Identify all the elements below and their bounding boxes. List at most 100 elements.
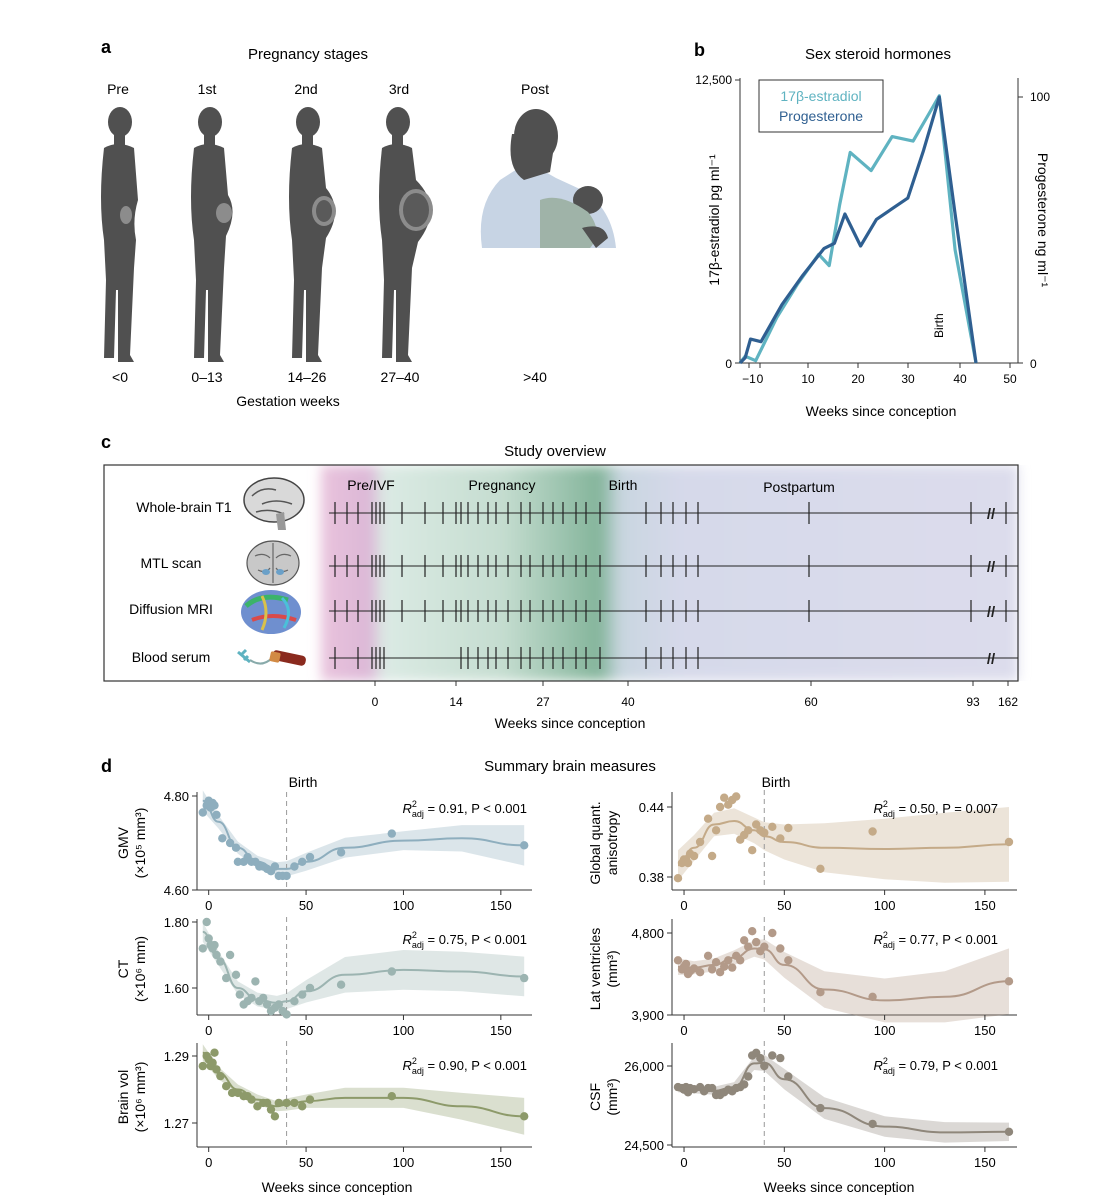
stage-weeks-2nd: 14–26: [288, 369, 327, 385]
brainvol-data-point: [262, 1098, 272, 1108]
gmv-data-point: [231, 843, 241, 852]
stage-weeks-3rd: 27–40: [381, 369, 420, 385]
ct-data-point: [251, 977, 260, 986]
panel-a: a Pregnancy stages Pre 1st 2nd 3rd Post …: [101, 37, 616, 409]
ventricles-data-point: [760, 942, 769, 951]
brainvol-data-point: [520, 1112, 529, 1121]
c-xtick-14: 14: [449, 695, 463, 709]
ventricles-xtick-label: 50: [777, 1023, 791, 1038]
gmv-ylabel: GMV: [115, 826, 131, 859]
c-xtick-40: 40: [621, 695, 635, 709]
plot-qa: 0.38 0.44 0 50 100 150 Global quant. anisotropy…: [587, 790, 1017, 913]
gmv-ytick-label: 4.60: [164, 883, 189, 898]
csf-ytick-label: 24,500: [624, 1138, 664, 1153]
qa-data-point: [703, 814, 713, 823]
panel-d-title: Summary brain measures: [484, 758, 656, 775]
qa-data-point: [711, 826, 721, 835]
ventricles-data-point: [784, 956, 793, 965]
ventricles-data-point: [816, 988, 825, 997]
csf-data-point: [740, 1080, 749, 1089]
stage-label-post: Post: [521, 81, 549, 97]
brain-coronal-icon: [246, 540, 300, 586]
gmv-data-point: [270, 862, 280, 871]
ct-data-point: [235, 990, 244, 999]
stage-label-2nd: 2nd: [294, 81, 317, 97]
silhouette-pre-icon: [101, 107, 138, 362]
line-estradiol: [738, 94, 978, 364]
ct-data-point: [262, 1000, 272, 1009]
ventricles-ylabel: Lat ventricles: [587, 928, 603, 1010]
phase-birth: Birth: [609, 477, 638, 493]
gmv-data-point: [212, 810, 221, 819]
qa-data-point: [768, 822, 777, 831]
brainvol-data-point: [247, 1095, 256, 1104]
ventricles-data-point: [748, 927, 757, 936]
ct-data-point: [210, 940, 219, 950]
qa-xtick-label: 50: [777, 898, 791, 913]
qa-data-point: [715, 802, 725, 812]
stage-weeks-post: >40: [523, 369, 547, 385]
qa-data-point: [744, 826, 753, 835]
qa-data-point: [1004, 837, 1014, 847]
ventricles-data-point: [868, 992, 877, 1001]
ct-data-point: [305, 983, 315, 993]
hormones-title: Sex steroid hormones: [805, 46, 951, 63]
legend-estradiol: 17β-estradiol: [780, 88, 861, 104]
brainvol-data-point: [274, 1098, 283, 1108]
panel-b: b Sex steroid hormones 12,500 0 100 0 −1…: [694, 40, 1051, 419]
break-mark-row1: //: [987, 506, 996, 523]
gmv-data-point: [218, 834, 227, 843]
hormones-xtick-neg1: −1: [742, 372, 756, 386]
hormones-xtick-50: 50: [1003, 372, 1017, 386]
panel-b-letter: b: [694, 40, 705, 60]
qa-data-point: [776, 834, 785, 843]
ct-data-point: [198, 944, 207, 953]
break-mark-row3: //: [987, 604, 996, 621]
ct-ytick-label: 1.60: [164, 981, 189, 996]
brainvol-yunit: (×10⁶ mm³): [132, 1062, 148, 1133]
gmv-yunit: (×10⁵ mm³): [132, 808, 148, 879]
ventricles-xtick-label: 150: [974, 1023, 996, 1038]
ct-data-point: [231, 970, 241, 979]
blood-syringe-tube-icon: [237, 648, 306, 666]
csf-data-point: [707, 1083, 717, 1093]
ventricles-xtick-label: 100: [874, 1023, 896, 1038]
gmv-xtick-label: 100: [393, 898, 415, 913]
phase-postpartum: Postpartum: [763, 479, 835, 495]
panel-c-xlabel: Weeks since conception: [495, 715, 646, 731]
qa-yunit: anisotropy: [604, 811, 620, 876]
ct-data-point: [216, 957, 225, 966]
csf-yunit: (mm³): [604, 1078, 620, 1115]
ct-ylabel: CT: [115, 959, 131, 978]
panel-d-xlabel-right: Weeks since conception: [764, 1179, 915, 1195]
gmv-data-point: [520, 841, 529, 850]
ct-data-point: [202, 917, 211, 927]
gmv-confidence-band: [202, 790, 525, 877]
row-label-mtl-scan: MTL scan: [141, 555, 202, 571]
hormones-xtick-0: 0: [757, 372, 764, 386]
ct-confidence-band: [202, 922, 525, 1010]
brain-sagittal-icon: [243, 477, 305, 530]
qa-confidence-band: [678, 807, 1009, 883]
stage-label-pre: Pre: [107, 81, 129, 97]
hormones-xtick-20: 20: [851, 372, 865, 386]
gmv-data-point: [290, 862, 299, 871]
c-xtick-0: 0: [372, 695, 379, 709]
ventricles-data-point: [752, 937, 761, 947]
ct-data-point: [290, 997, 299, 1006]
csf-xtick-label: 100: [874, 1155, 896, 1170]
stage-weeks-pre: <0: [112, 369, 128, 385]
plot-ct: 1.60 1.80 0 50 100 150 CT (×10⁶ mm) R2 adj = 0.75…: [115, 915, 532, 1038]
brainvol-ylabel: Brain vol: [115, 1070, 131, 1124]
ct-data-point: [225, 950, 235, 960]
gmv-xtick-label: 0: [205, 898, 212, 913]
ventricles-data-point: [744, 942, 753, 951]
gmv-xtick-label: 50: [299, 898, 313, 913]
ventricles-data-point: [1004, 977, 1014, 986]
ct-data-point: [212, 950, 221, 960]
row-label-whole-brain-t1: Whole-brain T1: [136, 499, 232, 515]
qa-data-point: [683, 858, 693, 868]
ventricles-ytick-label: 4,800: [631, 926, 664, 941]
birth-label-right: Birth: [762, 774, 791, 790]
